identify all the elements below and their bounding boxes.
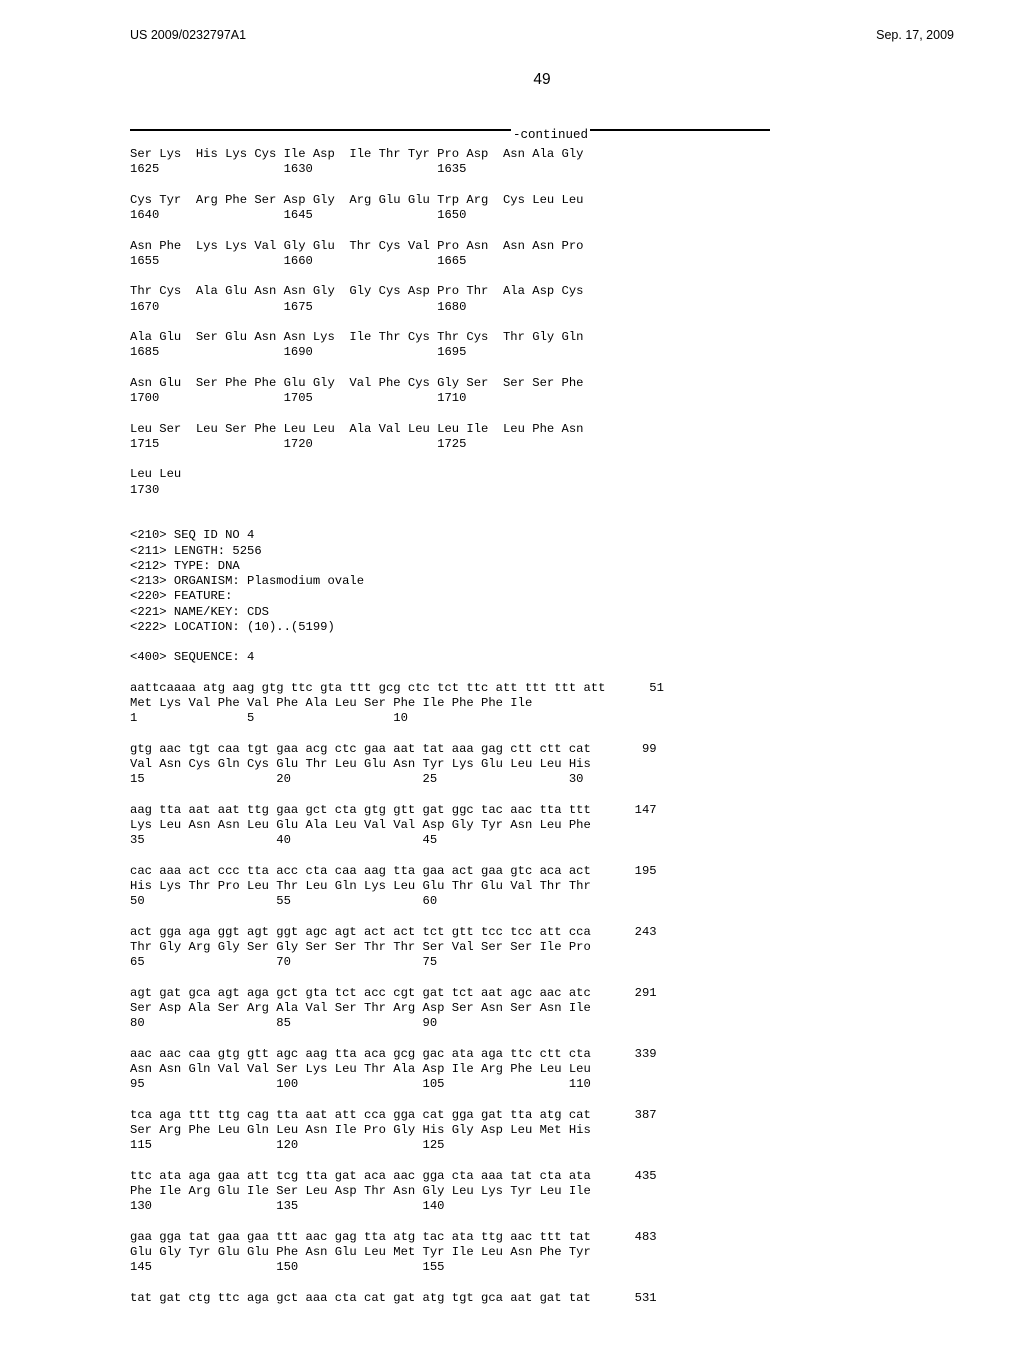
page-header: US 2009/0232797A1 Sep. 17, 2009 xyxy=(130,28,954,44)
page-root: US 2009/0232797A1 Sep. 17, 2009 49 -cont… xyxy=(0,0,1024,1366)
sequence-listing: Ser Lys His Lys Cys Ile Asp Ile Thr Tyr … xyxy=(130,147,954,1306)
continued-rule xyxy=(130,129,770,131)
page-number: 49 xyxy=(130,70,954,89)
publication-number: US 2009/0232797A1 xyxy=(130,28,246,44)
continued-bar: -continued xyxy=(130,129,770,131)
publication-date: Sep. 17, 2009 xyxy=(876,28,954,44)
continued-label: -continued xyxy=(511,128,590,144)
